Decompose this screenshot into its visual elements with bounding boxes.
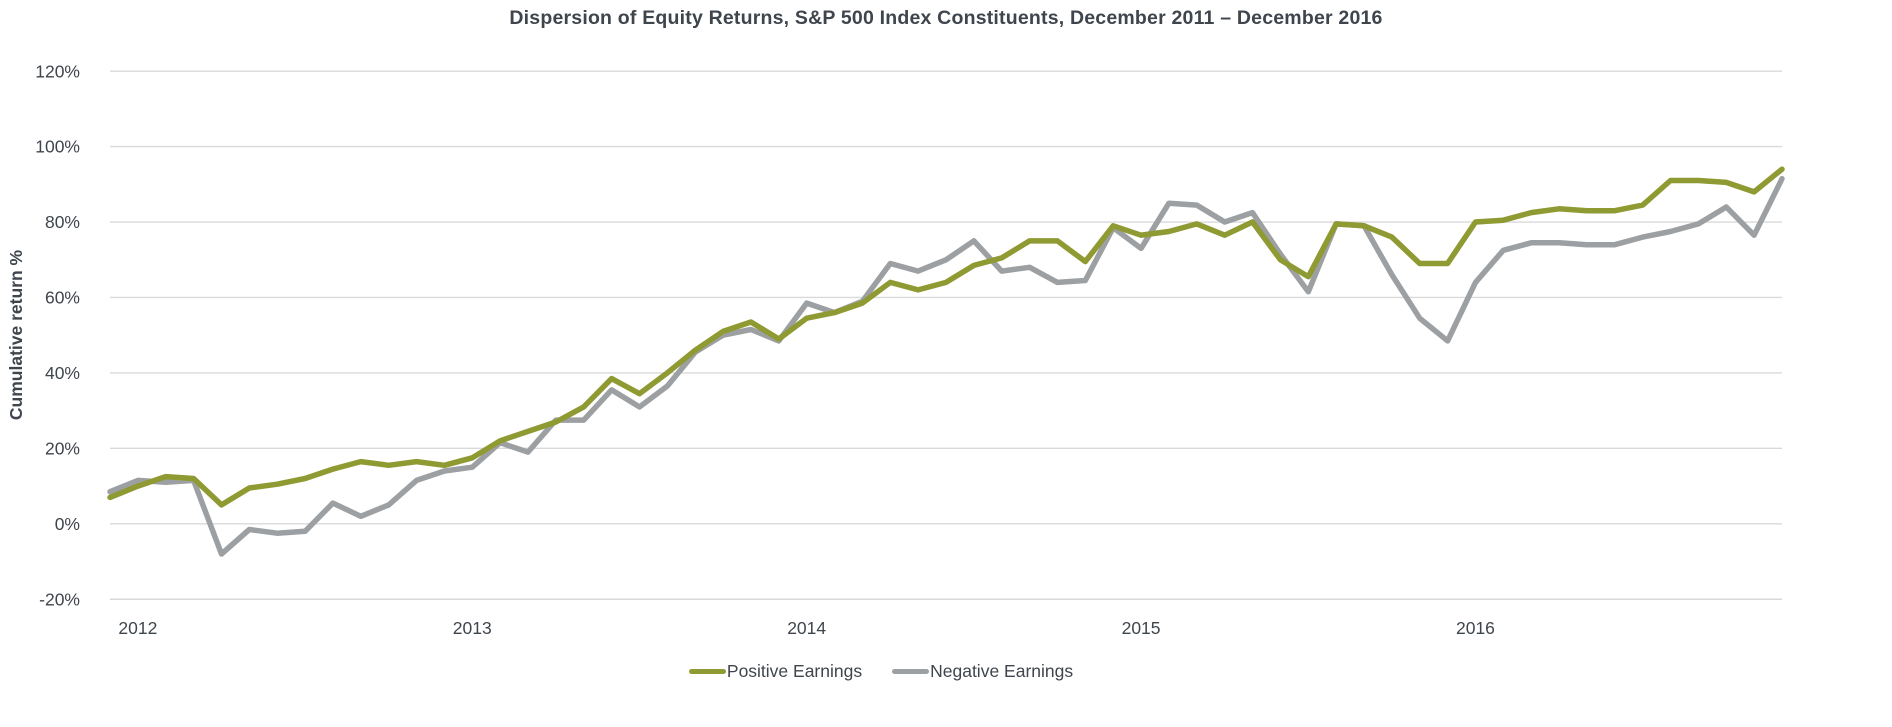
legend: Positive Earnings Negative Earnings	[0, 661, 1762, 682]
y-tick-label: 60%	[45, 288, 80, 308]
legend-label-negative-earnings: Negative Earnings	[930, 661, 1074, 681]
legend-item-negative-earnings: Negative Earnings	[892, 661, 1073, 682]
y-tick-label: 100%	[35, 137, 80, 157]
x-tick-label: 2015	[1122, 618, 1161, 638]
x-tick-label: 2016	[1456, 618, 1495, 638]
legend-label-positive-earnings: Positive Earnings	[726, 661, 863, 681]
y-tick-label: -20%	[39, 589, 80, 609]
x-tick-label: 2012	[118, 618, 157, 638]
x-tick-label: 2014	[787, 618, 826, 638]
y-tick-label: 20%	[45, 438, 80, 458]
y-tick-label: 40%	[45, 363, 80, 383]
y-tick-label: 120%	[35, 61, 80, 81]
y-axis-title: Cumulative return %	[6, 249, 26, 420]
legend-swatch-negative-earnings-icon	[892, 668, 930, 675]
x-tick-label: 2013	[453, 618, 492, 638]
series-line-negative-earnings	[107, 175, 1785, 557]
y-tick-label: 80%	[45, 212, 80, 232]
series-line-positive-earnings	[107, 166, 1785, 508]
legend-item-positive-earnings: Positive Earnings	[688, 661, 863, 682]
chart-title: Dispersion of Equity Returns, S&P 500 In…	[509, 7, 1383, 29]
legend-swatch-positive-earnings-icon	[688, 668, 726, 675]
y-tick-label: 0%	[55, 514, 80, 534]
